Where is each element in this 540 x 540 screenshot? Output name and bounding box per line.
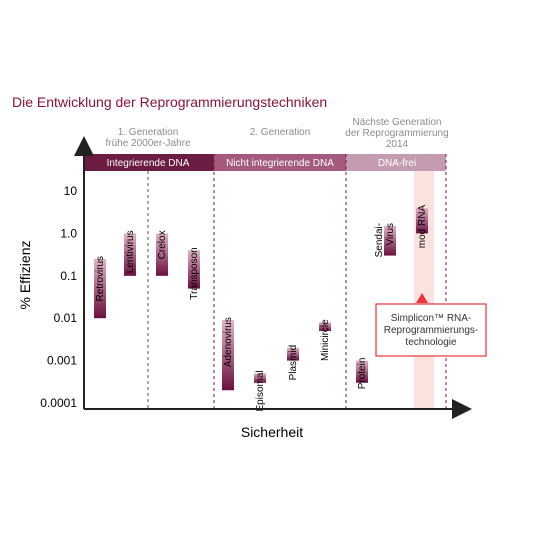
technique-label: Protein bbox=[357, 358, 368, 390]
generation-label: 1. Generation frühe 2000er-Jahre bbox=[105, 127, 190, 149]
generation-label: Nächste Generation der Reprogrammierung 20… bbox=[345, 117, 448, 150]
generation-band-label: DNA-frei bbox=[378, 158, 416, 169]
callout-pointer-icon bbox=[416, 293, 428, 303]
technique-label: Sendai-Virus bbox=[374, 223, 396, 257]
range-bar bbox=[319, 322, 331, 331]
range-bar bbox=[188, 250, 200, 289]
range-bar bbox=[416, 207, 428, 234]
range-bar bbox=[254, 373, 266, 383]
generation-band-label: Nicht integrierende DNA bbox=[226, 158, 334, 169]
technique-label: Episomal bbox=[255, 370, 266, 411]
x-axis-label: Sicherheit bbox=[241, 424, 303, 440]
technique-label: mod RNA bbox=[417, 205, 428, 249]
y-tick-label: 0.1 bbox=[60, 269, 77, 283]
range-bar bbox=[287, 347, 299, 361]
y-tick-label: 0.0001 bbox=[40, 396, 77, 410]
callout-box bbox=[375, 303, 487, 357]
generation-band-label: Integrierende DNA bbox=[107, 158, 190, 169]
generation-band bbox=[214, 154, 346, 171]
y-tick-label: 1.0 bbox=[60, 226, 77, 240]
technique-label: Crelox bbox=[157, 230, 168, 259]
chart-title: Die Entwicklung der Reprogrammierungstec… bbox=[12, 94, 327, 110]
range-bar bbox=[356, 360, 368, 383]
technique-label: Retrovirus bbox=[95, 256, 106, 302]
y-axis-label: % Effizienz bbox=[17, 241, 33, 310]
range-bar bbox=[384, 225, 396, 256]
callout-text: Simplicon™ RNA-Reprogrammierungs-technol… bbox=[384, 313, 478, 348]
y-tick-label: 0.01 bbox=[54, 311, 78, 325]
range-bar bbox=[222, 320, 234, 391]
technique-label: Transposon bbox=[189, 247, 200, 299]
generation-band bbox=[346, 154, 446, 171]
y-tick-label: 0.001 bbox=[47, 354, 77, 368]
generation-band bbox=[84, 154, 232, 171]
technique-label: Lentivirus bbox=[125, 230, 136, 273]
y-tick-label: 10 bbox=[64, 184, 78, 198]
technique-label: Minicircle bbox=[320, 319, 331, 361]
technique-label: Adenovirus bbox=[223, 317, 234, 367]
range-bar bbox=[156, 233, 168, 276]
technique-label: Plasmid bbox=[288, 345, 299, 381]
generation-label: 2. Generation bbox=[250, 127, 311, 138]
range-bar bbox=[94, 258, 106, 319]
range-bar bbox=[124, 233, 136, 276]
